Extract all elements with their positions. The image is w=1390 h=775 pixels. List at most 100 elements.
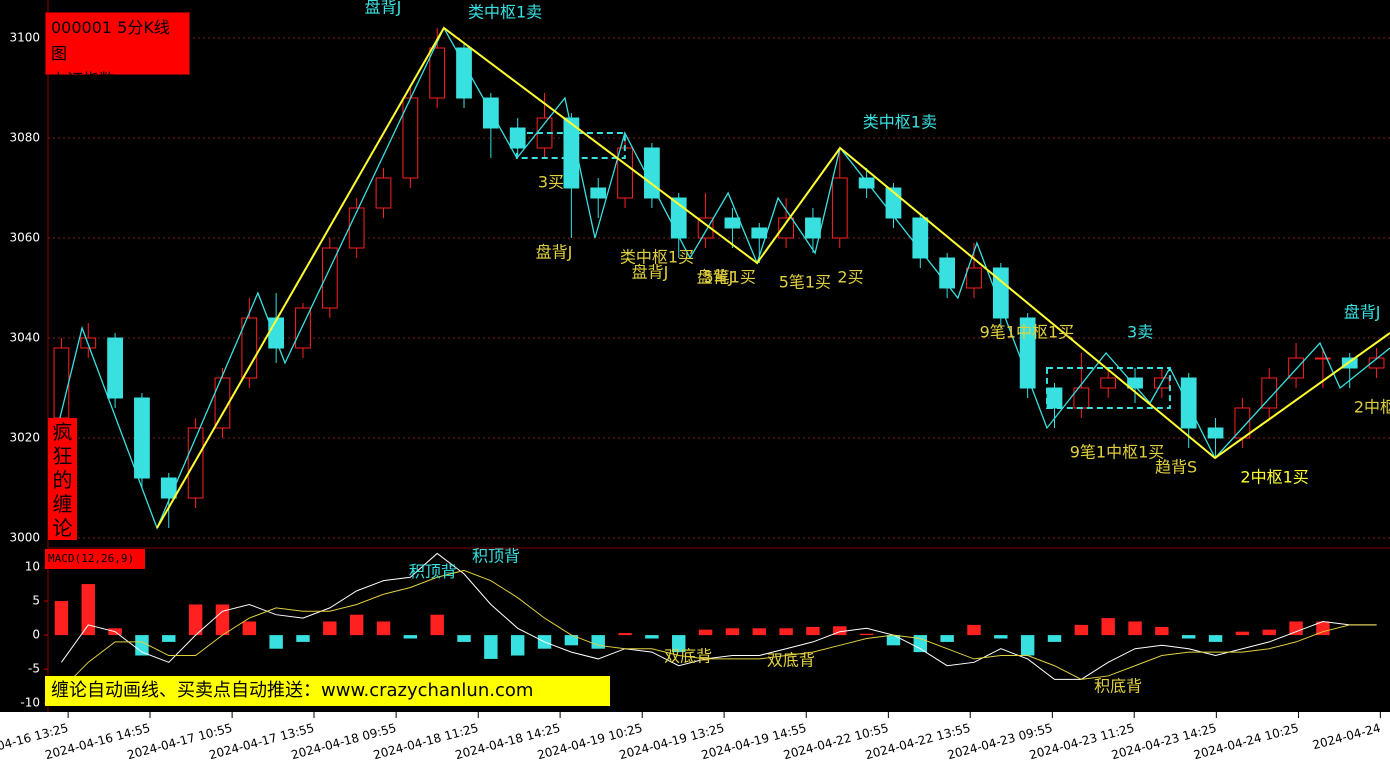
macd-bar bbox=[672, 635, 686, 653]
stroke-line bbox=[156, 26, 1390, 529]
macd-bar bbox=[1316, 621, 1330, 636]
candle-body bbox=[697, 217, 714, 239]
candle-body bbox=[966, 267, 982, 289]
macd-line bbox=[61, 569, 1377, 690]
macd-bar bbox=[859, 633, 874, 636]
candle-body bbox=[563, 117, 580, 189]
annotation: 趋背S bbox=[1155, 458, 1197, 477]
candle-body bbox=[1019, 317, 1036, 389]
candle-body bbox=[1180, 377, 1197, 429]
annotation: 盘背J bbox=[697, 268, 734, 287]
y-tick-label: -10 bbox=[20, 696, 40, 710]
annotation: 积底背 bbox=[1094, 676, 1142, 695]
macd-bar bbox=[779, 628, 793, 636]
y-tick-label: 3080 bbox=[9, 131, 40, 145]
annotation: 3卖 bbox=[1127, 323, 1153, 342]
hub bbox=[1045, 367, 1171, 409]
macd-bar bbox=[403, 635, 418, 639]
candle-body bbox=[429, 47, 446, 99]
annotation: 2中枢 bbox=[1354, 398, 1390, 417]
y-tick-label: 0 bbox=[32, 628, 40, 642]
candle-body bbox=[1315, 357, 1331, 360]
annotation: 积顶背 bbox=[409, 562, 457, 581]
macd-bar bbox=[1074, 624, 1089, 636]
annotation: 5笔1买 bbox=[704, 268, 756, 287]
y-tick-label: 10 bbox=[25, 560, 40, 574]
macd-bar bbox=[135, 635, 149, 656]
macd-bar bbox=[215, 604, 230, 636]
y-tick-label: 5 bbox=[32, 594, 40, 608]
annotation: 3买 bbox=[538, 173, 564, 192]
macd-bar bbox=[323, 621, 337, 636]
macd-bar bbox=[376, 621, 391, 636]
annotation: 2中枢1买 bbox=[1240, 468, 1308, 487]
candle-body bbox=[321, 247, 338, 309]
macd-bar bbox=[1235, 631, 1250, 636]
annotation: 5笔1买 bbox=[779, 273, 831, 292]
macd-bar bbox=[645, 635, 659, 639]
candle-body bbox=[751, 227, 768, 239]
x-tick-label: 2024-04-24 bbox=[1311, 721, 1382, 753]
annotation: 盘背J bbox=[1344, 303, 1381, 322]
y-tick-label: 3000 bbox=[9, 531, 40, 545]
candle-body bbox=[805, 217, 821, 239]
macd-bar bbox=[1208, 635, 1223, 642]
stroke-line bbox=[54, 26, 1390, 530]
macd-bar bbox=[618, 633, 632, 636]
macd-title: MACD(12,26,9) bbox=[45, 549, 145, 569]
macd-bar bbox=[242, 621, 257, 636]
y-tick-label: 3100 bbox=[9, 31, 40, 45]
annotation: 9笔1中枢1买 bbox=[1070, 443, 1165, 462]
macd-bar bbox=[1047, 635, 1062, 642]
candle-body bbox=[724, 217, 741, 229]
macd-bar bbox=[162, 635, 176, 642]
macd-bar bbox=[698, 629, 713, 636]
annotation: 类中枢1买 bbox=[620, 248, 694, 267]
macd-bar bbox=[967, 624, 981, 636]
annotation: 9笔1中枢1买 bbox=[980, 323, 1075, 342]
y-tick-label: 3020 bbox=[9, 431, 40, 445]
macd-bar bbox=[1128, 621, 1142, 636]
annotation: 类中枢1卖 bbox=[468, 3, 542, 22]
candle-body bbox=[53, 347, 70, 419]
annotation: 积顶背 bbox=[472, 546, 520, 565]
macd-bar bbox=[1181, 635, 1196, 639]
macd-bar bbox=[994, 635, 1008, 639]
candle-body bbox=[1207, 427, 1224, 439]
candle-body bbox=[1100, 377, 1117, 389]
macd-bar bbox=[752, 628, 766, 636]
macd-bar bbox=[1020, 635, 1035, 656]
y-tick-label: 3040 bbox=[9, 331, 40, 345]
annotation: 2买 bbox=[837, 268, 863, 287]
annotation: 盘背J bbox=[632, 263, 669, 282]
macd-bar bbox=[269, 635, 283, 649]
candle-body bbox=[778, 217, 794, 239]
chart-title-box: 000001 5分K线图 上证指数 bbox=[45, 12, 190, 89]
macd-bar bbox=[886, 635, 901, 646]
annotation: 盘背J bbox=[365, 0, 402, 17]
macd-line bbox=[61, 552, 1377, 680]
side-label: 疯狂的缠论 bbox=[48, 418, 77, 540]
y-tick-label: 3060 bbox=[9, 231, 40, 245]
candle-body bbox=[241, 317, 258, 379]
candle-body bbox=[268, 317, 285, 349]
chart-subtitle: 上证指数 bbox=[51, 70, 116, 89]
macd-bar bbox=[591, 635, 605, 649]
macd-bar bbox=[457, 635, 471, 642]
candle-body bbox=[134, 397, 150, 479]
macd-bar bbox=[430, 614, 444, 636]
candle-body bbox=[644, 147, 660, 199]
macd-bar bbox=[833, 626, 847, 636]
candle-body bbox=[375, 177, 392, 209]
macd-bar bbox=[296, 635, 310, 642]
annotation: 盘背J bbox=[536, 243, 573, 262]
y-tick-label: -5 bbox=[28, 662, 40, 676]
hub bbox=[515, 132, 626, 159]
banner: 缠论自动画线、买卖点自动推送：www.crazychanlun.com bbox=[45, 676, 610, 706]
chart-title: 000001 5分K线图 bbox=[51, 18, 170, 63]
candle-body bbox=[348, 207, 365, 249]
candle-body bbox=[858, 177, 875, 189]
macd-bar bbox=[484, 635, 498, 659]
